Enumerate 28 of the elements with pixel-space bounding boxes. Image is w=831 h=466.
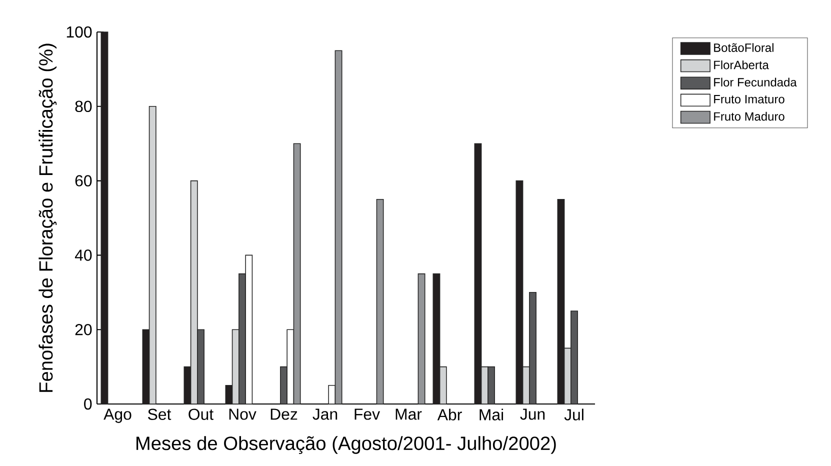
- bar: [376, 198, 384, 404]
- x-tick-label: Mar: [396, 408, 422, 420]
- x-tick-label: Ago: [104, 408, 132, 423]
- x-tick-label: Jun: [520, 408, 545, 420]
- legend-label: BotãoFloral: [714, 43, 774, 52]
- y-tick-label: 100: [66, 26, 92, 38]
- y-tick-label: 20: [75, 324, 92, 336]
- y-tick-label: 60: [75, 175, 92, 186]
- bar: [100, 32, 108, 404]
- legend-label: Fruto Imaturo: [714, 95, 784, 104]
- legend-label: FlorAberta: [714, 60, 769, 70]
- y-tick-label: 40: [74, 250, 92, 261]
- x-tick-label: Abr: [437, 408, 462, 420]
- x-tick-label: Set: [148, 408, 172, 420]
- y-tick-label: 0: [84, 398, 92, 410]
- y-tick-label: 80: [75, 100, 92, 112]
- x-tick-label: Out: [188, 408, 214, 420]
- x-tick-label: Dez: [270, 408, 298, 420]
- x-tick-label: Nov: [229, 408, 256, 420]
- x-tick-label: Jan: [312, 408, 338, 420]
- y-axis-title: Fenofases de Floração e Frutificação (%): [38, 44, 57, 392]
- x-tick-label: Jul: [564, 408, 584, 420]
- bar: [418, 273, 426, 404]
- x-axis-title: Meses de Observação (Agosto/2001- Julho/2002): [136, 436, 556, 454]
- x-tick-label: Fev: [354, 408, 380, 420]
- legend-label: Fruto Maduro: [714, 112, 784, 121]
- legend-label: Flor Fecundada: [714, 78, 797, 87]
- x-tick-label: Mai: [480, 408, 504, 420]
